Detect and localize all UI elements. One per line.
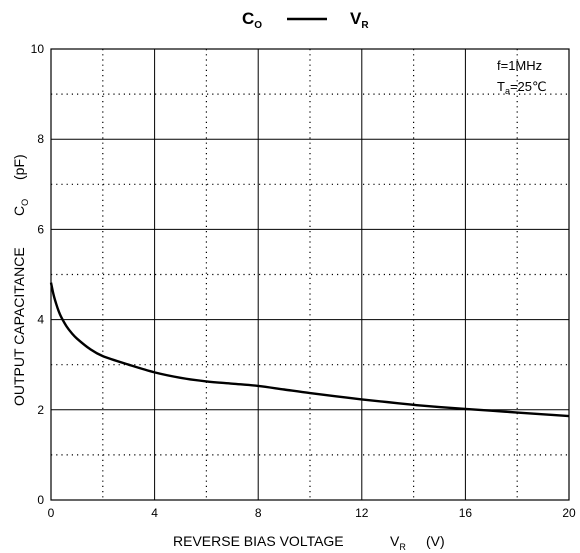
x-tick-label: 16 (459, 506, 473, 520)
y-axis-symbol: CO (11, 199, 30, 216)
x-axis-unit: (V) (426, 533, 445, 549)
frequency-note: f=1MHz (497, 58, 542, 73)
chart-title-right: VR (350, 9, 369, 31)
y-axis-label: OUTPUT CAPACITANCE (11, 247, 27, 406)
x-tick-label: 0 (48, 506, 55, 520)
y-tick-label: 8 (37, 132, 44, 146)
temperature-note: Ta=25℃ (497, 79, 547, 96)
y-tick-label: 10 (31, 42, 45, 56)
y-tick-label: 0 (37, 493, 44, 507)
tick-labels: 0 4 8 12 16 20 0 2 4 6 8 10 (31, 42, 576, 520)
y-axis-unit: (pF) (11, 154, 27, 180)
grid-lines (51, 49, 569, 500)
chart-title-left: CO (242, 9, 262, 31)
x-axis-symbol: VR (390, 533, 406, 552)
series-layer (49, 282, 570, 418)
x-axis-label: REVERSE BIAS VOLTAGE (173, 533, 344, 549)
y-tick-label: 2 (37, 403, 44, 417)
plot-frame (50, 48, 570, 501)
x-tick-label: 4 (151, 506, 158, 520)
x-tick-label: 20 (562, 506, 576, 520)
x-tick-label: 8 (255, 506, 262, 520)
y-tick-label: 6 (37, 222, 44, 236)
y-tick-label: 4 (37, 313, 44, 327)
capacitance-curve (49, 282, 570, 418)
x-tick-label: 12 (355, 506, 369, 520)
